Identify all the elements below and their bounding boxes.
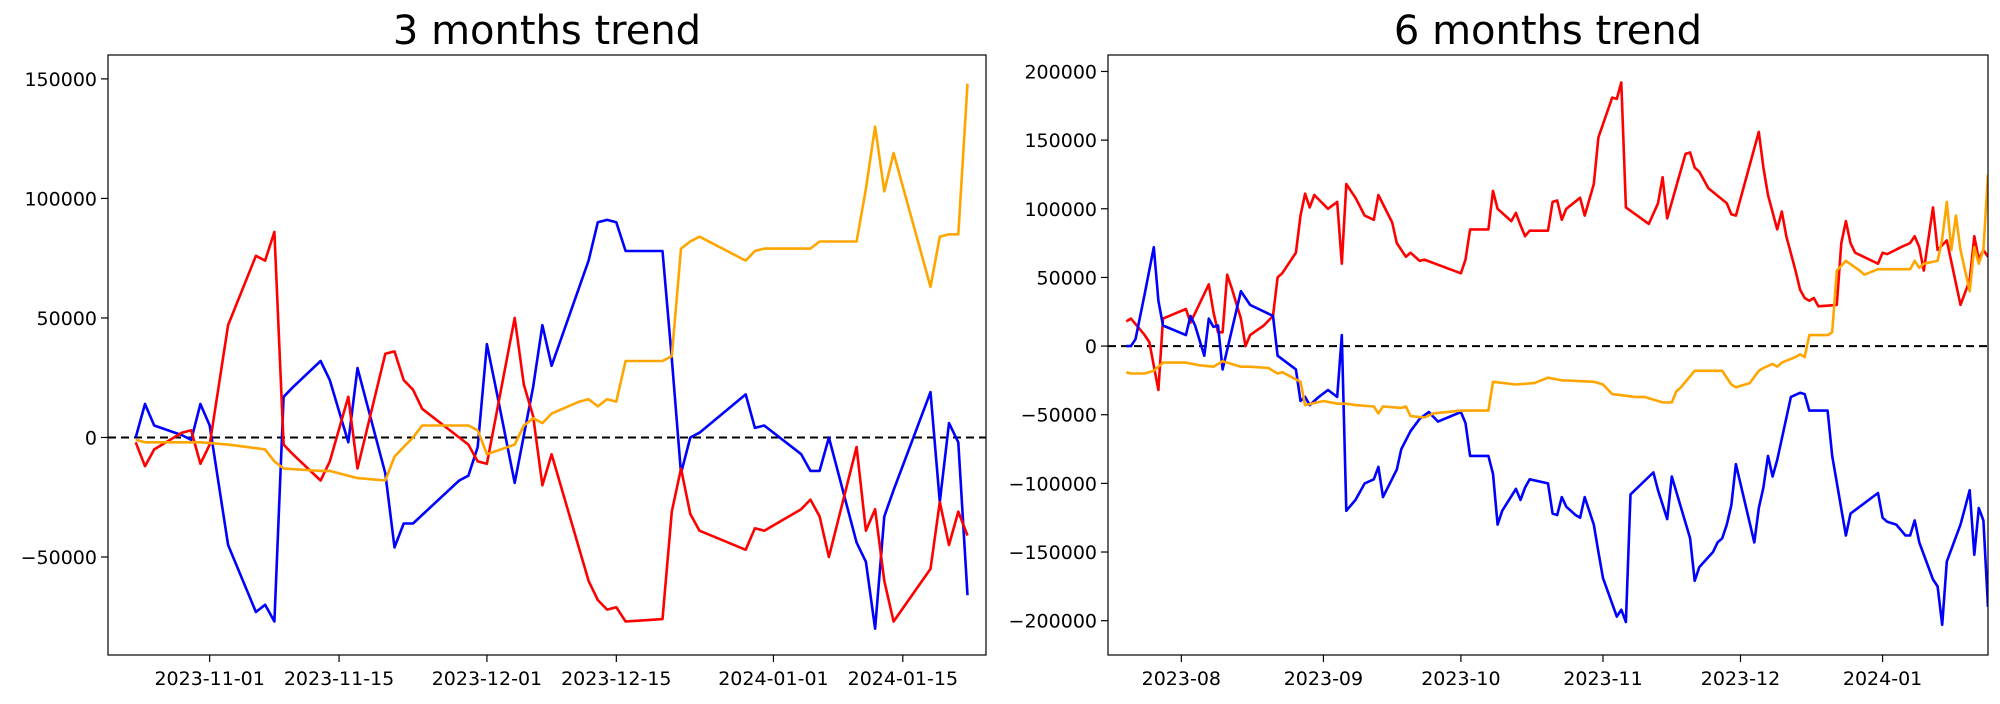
chart-title: 3 months trend bbox=[393, 8, 701, 54]
x-tick-label: 2023-12-01 bbox=[432, 668, 542, 690]
x-tick-label: 2024-01-01 bbox=[718, 668, 828, 690]
y-tick-label: −150000 bbox=[1009, 542, 1097, 564]
y-tick-label: 150000 bbox=[1024, 130, 1097, 152]
y-tick-label: −50000 bbox=[21, 547, 97, 569]
y-tick-label: 200000 bbox=[1024, 61, 1097, 83]
series-line bbox=[134, 218, 969, 631]
x-tick-label: 2023-11 bbox=[1563, 668, 1642, 690]
x-tick-label: 2023-08 bbox=[1142, 668, 1221, 690]
y-tick-label: −100000 bbox=[1009, 473, 1097, 495]
y-tick-label: 50000 bbox=[37, 308, 97, 330]
x-tick-label: 2023-10 bbox=[1421, 668, 1500, 690]
x-tick-label: 2023-09 bbox=[1284, 668, 1363, 690]
y-tick-label: 100000 bbox=[24, 188, 97, 210]
x-tick-label: 2024-01-15 bbox=[848, 668, 958, 690]
y-tick-label: 100000 bbox=[1024, 199, 1097, 221]
chart-title: 6 months trend bbox=[1394, 8, 1702, 54]
y-tick-label: 0 bbox=[85, 427, 97, 449]
plot-frame bbox=[1107, 54, 1989, 656]
y-tick-label: 150000 bbox=[24, 69, 97, 91]
series-line bbox=[134, 230, 969, 623]
y-tick-label: 0 bbox=[1085, 336, 1097, 358]
x-tick-label: 2023-11-15 bbox=[284, 668, 394, 690]
series-line bbox=[1125, 81, 1988, 392]
x-tick-label: 2023-12 bbox=[1701, 668, 1780, 690]
x-tick-label: 2023-11-01 bbox=[154, 668, 264, 690]
x-tick-label: 2024-01 bbox=[1843, 668, 1922, 690]
plot-frame bbox=[107, 54, 987, 656]
series-line bbox=[1126, 245, 1988, 627]
x-tick-label: 2023-12-15 bbox=[561, 668, 671, 690]
series-line bbox=[135, 83, 969, 482]
chart-6-months: 6 months trend −200000 −150000 −100000 −5000… bbox=[1009, 8, 1989, 690]
chart-3-months: 3 months trend −50000 0 50000 100000 150000 20… bbox=[21, 8, 987, 690]
y-tick-label: −50000 bbox=[1021, 405, 1097, 427]
y-tick-label: −200000 bbox=[1009, 611, 1097, 633]
y-tick-label: 50000 bbox=[1037, 267, 1097, 289]
series-line bbox=[1125, 174, 1988, 419]
